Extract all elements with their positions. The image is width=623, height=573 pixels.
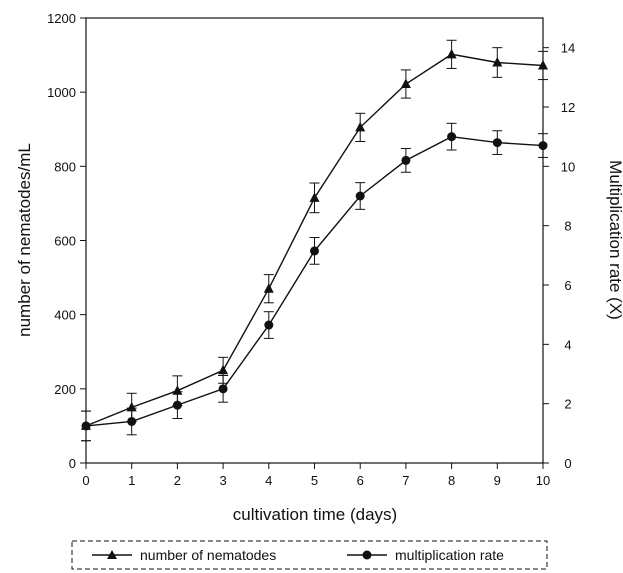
legend-label-multiplication: multiplication rate xyxy=(395,547,504,563)
y-tick-label: 200 xyxy=(54,382,76,397)
y2-tick-label: 0 xyxy=(564,456,571,471)
y-tick-label: 600 xyxy=(54,234,76,249)
y-tick-label: 1000 xyxy=(47,85,76,100)
data-point-triangle xyxy=(218,364,229,375)
data-point-triangle xyxy=(446,48,457,59)
y2-tick-label: 6 xyxy=(564,278,571,293)
data-point-circle xyxy=(447,132,457,142)
legend-marker-triangle xyxy=(107,550,117,559)
y2-tick-label: 8 xyxy=(564,219,571,234)
y2-tick-label: 12 xyxy=(561,100,575,115)
data-point-triangle xyxy=(538,59,548,70)
x-tick-label: 5 xyxy=(311,473,318,488)
data-point-triangle xyxy=(492,57,503,67)
x-tick-label: 0 xyxy=(82,473,89,488)
y-tick-label: 400 xyxy=(54,308,76,323)
x-tick-label: 3 xyxy=(219,473,226,488)
data-point-circle xyxy=(538,141,548,151)
data-point-triangle xyxy=(126,401,137,412)
data-point-circle xyxy=(310,246,319,256)
data-point-triangle xyxy=(400,78,411,89)
plot-area: 0 1 2 3 4 5 6 7 8 9 100200400600800100012000246810… xyxy=(47,11,575,488)
y2-tick-label: 4 xyxy=(564,337,571,352)
data-point-circle xyxy=(492,138,502,148)
data-point-circle xyxy=(355,191,365,201)
y-tick-label: 800 xyxy=(54,159,76,174)
legend-marker-circle xyxy=(362,550,372,560)
x-tick-label: 6 xyxy=(357,473,364,488)
data-point-triangle xyxy=(172,385,183,395)
x-tick-label: 2 xyxy=(174,473,181,488)
legend-label-nematodes: number of nematodes xyxy=(140,547,276,563)
y2-axis-title: Multiplication rate (X) xyxy=(606,160,623,320)
data-point-circle xyxy=(172,400,182,410)
y2-tick-label: 14 xyxy=(561,41,575,56)
x-tick-label: 10 xyxy=(536,473,550,488)
y-tick-label: 1200 xyxy=(47,11,76,26)
data-point-circle xyxy=(264,320,274,330)
legend: number of nematodes multiplication rate xyxy=(71,540,548,570)
data-point-circle xyxy=(401,155,411,165)
x-tick-label: 8 xyxy=(448,473,455,488)
data-point-triangle xyxy=(309,192,320,202)
y2-tick-label: 2 xyxy=(564,397,571,412)
data-point-triangle xyxy=(263,283,274,293)
x-axis-title: cultivation time (days) xyxy=(233,505,397,524)
legend-box xyxy=(71,540,548,570)
series-line-1 xyxy=(85,135,544,427)
data-point-circle xyxy=(218,384,228,394)
data-point-circle xyxy=(81,421,91,431)
data-point-triangle xyxy=(355,121,366,132)
x-tick-label: 1 xyxy=(128,473,135,488)
x-tick-label: 7 xyxy=(402,473,409,488)
data-point-circle xyxy=(127,416,137,426)
x-tick-label: 9 xyxy=(494,473,501,488)
y2-tick-label: 10 xyxy=(561,159,575,174)
x-tick-label: 4 xyxy=(265,473,272,488)
y-tick-label: 0 xyxy=(69,456,76,471)
y-axis-title: number of nematodes/mL xyxy=(15,143,34,337)
